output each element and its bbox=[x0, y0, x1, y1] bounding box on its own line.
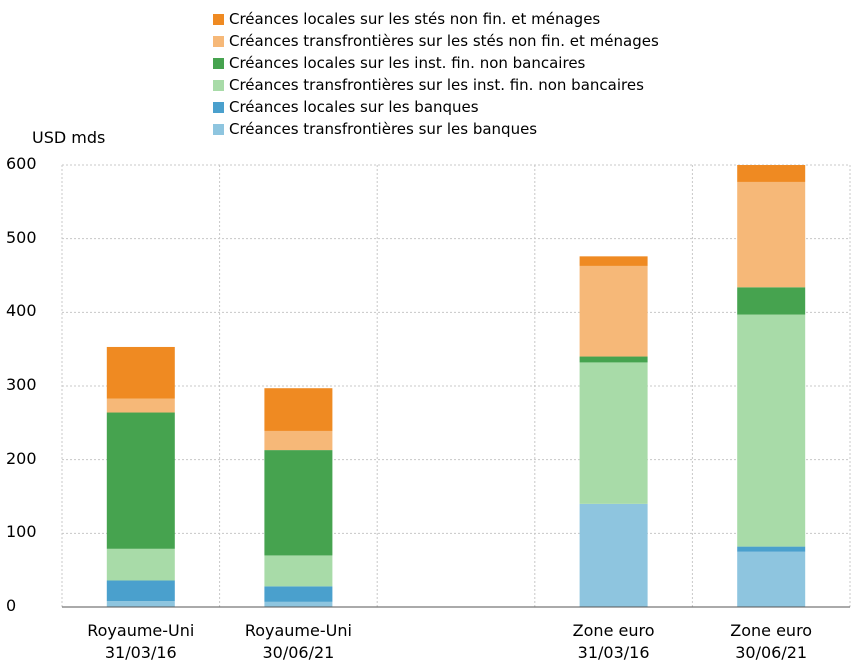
bar-segment bbox=[737, 551, 806, 607]
bar-segment bbox=[106, 412, 175, 549]
legend-label: Créances locales sur les inst. fin. non … bbox=[229, 54, 586, 72]
legend-swatch bbox=[213, 79, 224, 91]
y-tick-label: 0 bbox=[6, 596, 17, 615]
bar-segment bbox=[106, 548, 175, 581]
legend-swatch bbox=[213, 57, 224, 69]
x-tick-label-line1: Royaume-Uni bbox=[244, 621, 352, 640]
bar-segment bbox=[579, 256, 648, 266]
bar-segment bbox=[737, 314, 806, 547]
x-tick-label-line1: Zone euro bbox=[730, 621, 813, 640]
legend-label: Créances transfrontières sur les inst. f… bbox=[229, 76, 644, 94]
legend-label: Créances locales sur les banques bbox=[229, 98, 479, 116]
bar-segment bbox=[579, 265, 648, 357]
bar-segment bbox=[106, 346, 175, 399]
bar-segment bbox=[106, 580, 175, 602]
x-tick-label: Zone euro 31/03/16 bbox=[544, 620, 684, 664]
y-axis-unit-label: USD mds bbox=[32, 128, 106, 147]
legend-swatch bbox=[213, 13, 224, 25]
legend: Créances locales sur les stés non fin. e… bbox=[213, 8, 659, 140]
x-tick-label-line2: 31/03/16 bbox=[577, 643, 650, 662]
bar-segment bbox=[579, 503, 648, 607]
bar-segment bbox=[264, 601, 333, 607]
y-tick-label: 500 bbox=[6, 227, 37, 247]
bar-segment bbox=[737, 181, 806, 288]
bar-segment bbox=[264, 450, 333, 556]
y-tick-label: 600 bbox=[6, 154, 37, 173]
legend-label: Créances transfrontières sur les stés no… bbox=[229, 32, 659, 50]
bar-segment bbox=[579, 356, 648, 363]
bar-segment bbox=[579, 362, 648, 504]
x-tick-label-line2: 30/06/21 bbox=[735, 643, 808, 662]
bar-segment bbox=[264, 586, 333, 602]
bar-segment bbox=[106, 601, 175, 607]
legend-swatch bbox=[213, 101, 224, 113]
x-tick-label-line1: Royaume-Uni bbox=[87, 621, 195, 640]
bar-stacks bbox=[106, 165, 806, 607]
y-tick-label: 200 bbox=[6, 448, 37, 468]
bar-segment bbox=[264, 388, 333, 431]
legend-swatch bbox=[213, 35, 224, 47]
legend-item: Créances transfrontières sur les inst. f… bbox=[213, 74, 659, 96]
legend-swatch bbox=[213, 123, 224, 135]
legend-item: Créances locales sur les stés non fin. e… bbox=[213, 8, 659, 30]
x-tick-label-line2: 31/03/16 bbox=[104, 643, 177, 662]
x-tick-label: Royaume-Uni 31/03/16 bbox=[71, 620, 211, 664]
legend-label: Créances locales sur les stés non fin. e… bbox=[229, 10, 601, 28]
bar-segment bbox=[264, 555, 333, 587]
legend-item: Créances locales sur les inst. fin. non … bbox=[213, 52, 659, 74]
y-tick-label: 300 bbox=[6, 375, 37, 394]
legend-item: Créances locales sur les banques bbox=[213, 96, 659, 118]
legend-item: Créances transfrontières sur les banques bbox=[213, 118, 659, 140]
x-tick-label: Zone euro 30/06/21 bbox=[701, 620, 841, 664]
bar-segment bbox=[264, 430, 333, 451]
y-tick-label: 100 bbox=[6, 522, 37, 542]
bar-segment bbox=[106, 398, 175, 413]
gridlines bbox=[61, 164, 851, 607]
y-tick-label: 400 bbox=[6, 301, 37, 321]
bar-segment bbox=[737, 546, 806, 552]
x-tick-label: Royaume-Uni 30/06/21 bbox=[228, 620, 368, 664]
bar-segment bbox=[737, 287, 806, 315]
x-tick-label-line2: 30/06/21 bbox=[262, 643, 335, 662]
legend-item: Créances transfrontières sur les stés no… bbox=[213, 30, 659, 52]
legend-label: Créances transfrontières sur les banques bbox=[229, 120, 538, 138]
bar-segment bbox=[737, 165, 806, 182]
x-tick-label-line1: Zone euro bbox=[572, 621, 655, 640]
